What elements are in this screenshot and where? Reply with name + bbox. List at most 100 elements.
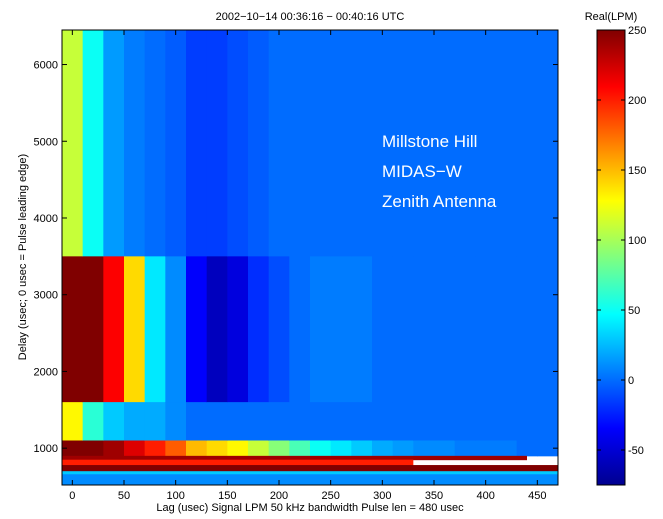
x-tick-label: 400 (476, 490, 494, 502)
heatmap-cell (82, 440, 104, 457)
x-tick-label: 450 (528, 490, 546, 502)
heatmap-band (62, 474, 558, 485)
heatmap-cell (248, 30, 270, 257)
heatmap-cell (144, 256, 166, 403)
x-tick-label: 50 (118, 490, 130, 502)
heatmap-cell (62, 256, 84, 403)
heatmap-cell (206, 440, 228, 457)
y-axis-label: Delay (usec; 0 usec = Pulse leading edge… (17, 154, 29, 360)
heatmap-cell (537, 440, 558, 457)
heatmap-cell (372, 256, 394, 403)
heatmap-cell (62, 440, 84, 457)
heatmap-cell (351, 256, 373, 403)
colorbar-axis: 250 200 150 100 50 0 -50 (597, 25, 646, 457)
y-tick-label: 5000 (34, 136, 58, 148)
heatmap-cell (310, 30, 332, 257)
heatmap-cell (454, 440, 476, 457)
y-tick-label: 4000 (34, 213, 58, 225)
plot-frame (61, 29, 559, 486)
heatmap-cell (496, 402, 518, 441)
heatmap-band (62, 455, 527, 461)
heatmap-band (62, 471, 558, 475)
heatmap-cell (227, 256, 249, 403)
y-axis: 1000 2000 3000 4000 5000 6000 (34, 60, 558, 455)
colorbar-tick-label: 100 (628, 235, 646, 247)
heatmap-cell (206, 30, 228, 257)
heatmap-cell (496, 30, 518, 257)
heatmap-cells (62, 30, 558, 485)
heatmap-cell (144, 30, 166, 257)
heatmap-cell (186, 30, 208, 257)
heatmap-cell (82, 402, 104, 441)
heatmap-cell (516, 440, 538, 457)
x-tick-label: 300 (373, 490, 391, 502)
y-tick-label: 2000 (34, 366, 58, 378)
heatmap-cell (434, 256, 456, 403)
heatmap-cell (372, 402, 394, 441)
heatmap-cell (413, 440, 435, 457)
colorbar-tick-label: 250 (628, 25, 646, 37)
heatmap-cell (537, 402, 558, 441)
heatmap-cell (475, 256, 497, 403)
heatmap-cell (537, 30, 558, 257)
heatmap-cell (392, 30, 414, 257)
x-tick-label: 0 (69, 490, 75, 502)
heatmap-cell (392, 256, 414, 403)
colorbar-tick-label: 200 (628, 95, 646, 107)
heatmap-cell (124, 402, 146, 441)
heatmap-cell (351, 402, 373, 441)
heatmap-cell (496, 256, 518, 403)
heatmap-cell (62, 30, 84, 257)
heatmap-cell (268, 30, 290, 257)
heatmap-cell (289, 30, 311, 257)
heatmap-cell (186, 256, 208, 403)
heatmap-cell (206, 402, 228, 441)
heatmap-cell (124, 256, 146, 403)
colorbar-tick-label: 0 (628, 375, 634, 387)
heatmap-cell (310, 440, 332, 457)
heatmap-cell (413, 30, 435, 257)
colorbar (596, 29, 626, 486)
heatmap-cell (165, 30, 187, 257)
heatmap-band (62, 465, 558, 472)
heatmap-cell (289, 402, 311, 441)
heatmap-cell (62, 402, 84, 441)
heatmap-cell (310, 402, 332, 441)
heatmap-cell (165, 440, 187, 457)
heatmap-cell (496, 440, 518, 457)
chart-title: 2002−10−14 00:36:16 − 00:40:16 UTC (216, 11, 405, 23)
heatmap-cell (351, 30, 373, 257)
heatmap-cell (330, 256, 352, 403)
heatmap-cell (454, 30, 476, 257)
heatmap-cell (516, 402, 538, 441)
heatmap-cell (103, 30, 125, 257)
heatmap-cell (392, 440, 414, 457)
heatmap-cell (434, 440, 456, 457)
heatmap-cell (227, 30, 249, 257)
x-tick-label: 250 (321, 490, 339, 502)
colorbar-tick-label: 150 (628, 165, 646, 177)
x-tick-label: 150 (218, 490, 236, 502)
colorbar-tick-label: 50 (628, 305, 640, 317)
heatmap-cell (268, 402, 290, 441)
heatmap-cell (248, 440, 270, 457)
colorbar-tick-label: -50 (628, 445, 644, 457)
heatmap-cell (537, 256, 558, 403)
heatmap-cell (434, 402, 456, 441)
heatmap-cell (434, 30, 456, 257)
heatmap-cell (330, 440, 352, 457)
heatmap-cell (103, 402, 125, 441)
heatmap-cell (516, 256, 538, 403)
heatmap-cell (268, 256, 290, 403)
annotation-text: MIDAS−W (382, 162, 462, 181)
site-annotations: Millstone Hill MIDAS−W Zenith Antenna (382, 132, 497, 211)
heatmap-cell (227, 440, 249, 457)
heatmap-cell (454, 256, 476, 403)
heatmap-cell (454, 402, 476, 441)
heatmap-cell (351, 440, 373, 457)
heatmap-cell (475, 440, 497, 457)
heatmap-cell (516, 30, 538, 257)
heatmap-cell (165, 402, 187, 441)
heatmap-cell (475, 30, 497, 257)
heatmap-cell (372, 440, 394, 457)
